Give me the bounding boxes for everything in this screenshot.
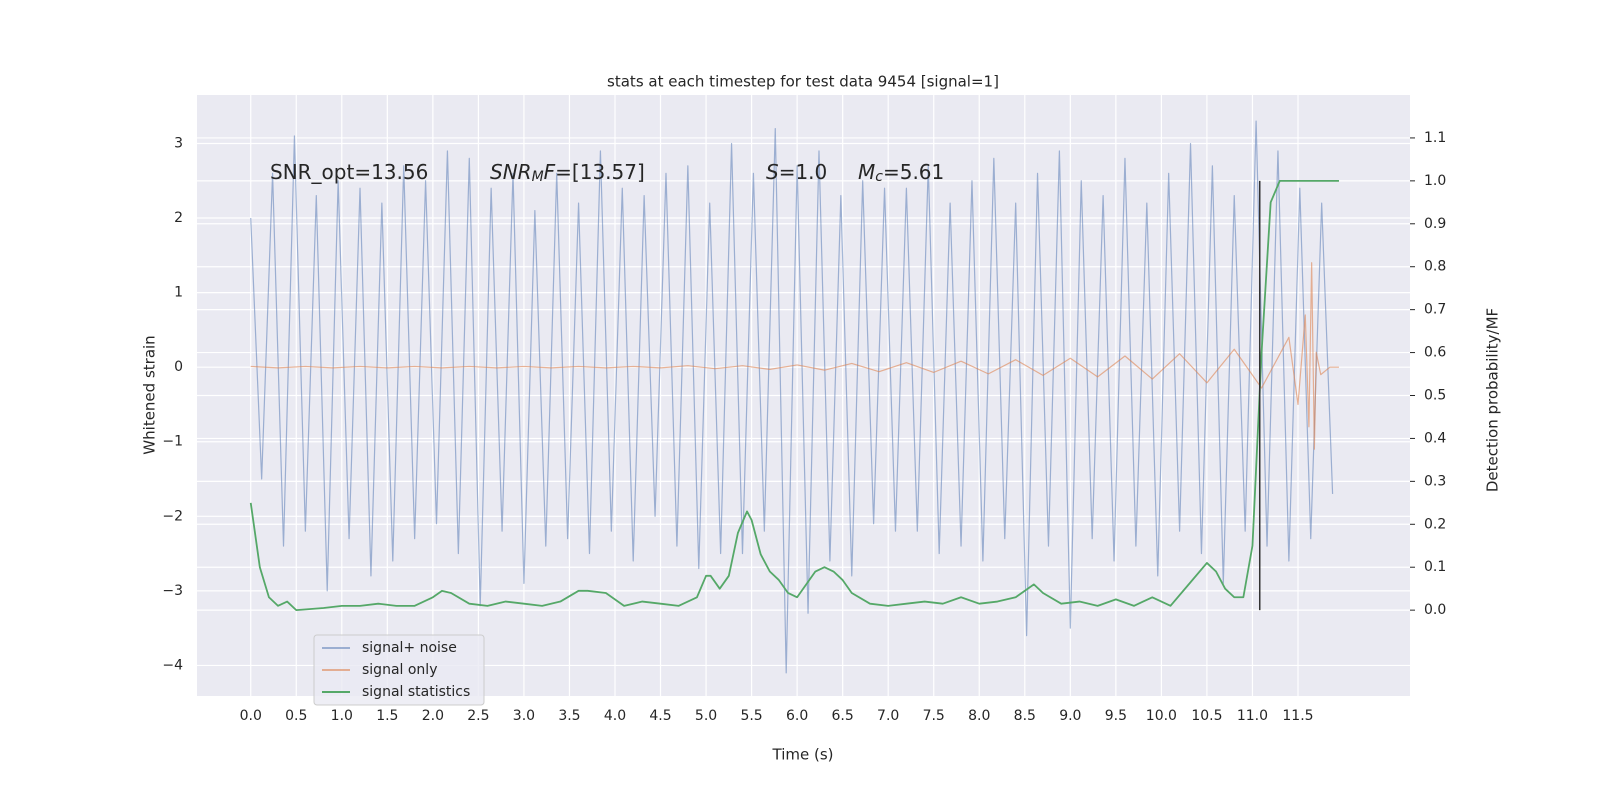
annotation-part: =1.0 (779, 160, 828, 184)
annotation-part: c (875, 169, 883, 185)
x-tick-label: 7.0 (877, 708, 899, 724)
x-tick-label: 9.0 (1059, 708, 1081, 724)
y2-tick-label: 0.6 (1424, 345, 1446, 361)
x-tick-label: 6.0 (786, 708, 808, 724)
y-tick-label: 0 (174, 359, 183, 375)
x-tick-label: 1.0 (331, 708, 353, 724)
legend: signal+ noise signal only signal statistic… (313, 634, 485, 706)
y-tick-label: 3 (174, 135, 183, 151)
y-tick-label: −2 (162, 508, 183, 524)
x-axis-label: Time (s) (772, 746, 834, 764)
x-tick-label: 10.5 (1191, 708, 1222, 724)
series-line (249, 179, 1339, 612)
x-tick-label: 11.0 (1237, 708, 1268, 724)
annotation: Mc=5.61 (858, 160, 944, 186)
y2-tick-label: 0.4 (1424, 430, 1446, 446)
series-line (250, 120, 1334, 674)
series-line (250, 262, 1339, 450)
y2-tick-label: 0.7 (1424, 302, 1446, 318)
y-tick-label: −1 (162, 434, 183, 450)
y2-tick-label: 1.1 (1424, 130, 1446, 146)
x-tick-label: 4.5 (649, 708, 671, 724)
legend-box (313, 634, 485, 706)
grid (197, 95, 1410, 696)
x-tick-label: 7.5 (923, 708, 945, 724)
annotation-part: M (858, 160, 875, 184)
y2-tick-label: 0.1 (1424, 559, 1446, 575)
x-tick-label: 0.5 (285, 708, 307, 724)
y2-tick-label: 0.3 (1424, 473, 1446, 489)
annotation-part: SNR (490, 160, 532, 184)
x-tick-label: 2.5 (467, 708, 489, 724)
legend-label: signal+ noise (362, 640, 457, 656)
y2-axis-label: Detection probability/MF (1484, 308, 1502, 492)
y2-tick-label: 0.0 (1424, 602, 1446, 618)
x-tick-label: 10.0 (1146, 708, 1177, 724)
annotation-part: M (532, 169, 544, 185)
y-tick-label: −4 (162, 657, 183, 673)
x-tick-label: 8.5 (1014, 708, 1036, 724)
y2-tick-label: 1.0 (1424, 173, 1446, 189)
x-tick-label: 11.5 (1282, 708, 1313, 724)
y2-tick-label: 0.2 (1424, 516, 1446, 532)
x-tick-label: 1.5 (376, 708, 398, 724)
x-tick-label: 3.0 (513, 708, 535, 724)
annotation-part: F (544, 160, 556, 184)
x-tick-label: 5.5 (740, 708, 762, 724)
annotation-part: =[13.57] (555, 160, 645, 184)
x-tick-label: 4.0 (604, 708, 626, 724)
y2-tick-label: 0.8 (1424, 259, 1446, 275)
chart-title: stats at each timestep for test data 945… (607, 73, 999, 91)
annotation: S=1.0 (766, 160, 827, 184)
annotation-part: S (766, 160, 779, 184)
x-tick-label: 9.5 (1105, 708, 1127, 724)
legend-label: signal statistics (362, 684, 470, 700)
y-tick-label: −3 (162, 583, 183, 599)
y-tick-label: 2 (174, 210, 183, 226)
x-tick-label: 5.0 (695, 708, 717, 724)
y-tick-label: 1 (174, 285, 183, 301)
x-tick-label: 2.0 (422, 708, 444, 724)
x-tick-label: 0.0 (240, 708, 262, 724)
legend-label: signal only (362, 662, 437, 678)
y2-tick-label: 0.5 (1424, 388, 1446, 404)
annotation-part: =5.61 (883, 160, 944, 184)
x-tick-label: 3.5 (558, 708, 580, 724)
annotation: SNRMF=[13.57] (490, 160, 645, 186)
annotation-part: SNR_opt=13.56 (270, 160, 428, 184)
x-tick-label: 8.0 (968, 708, 990, 724)
y2-tick-label: 0.9 (1424, 216, 1446, 232)
y-axis-label: Whitened strain (141, 335, 159, 454)
x-tick-label: 6.5 (832, 708, 854, 724)
annotation: SNR_opt=13.56 (270, 160, 428, 184)
